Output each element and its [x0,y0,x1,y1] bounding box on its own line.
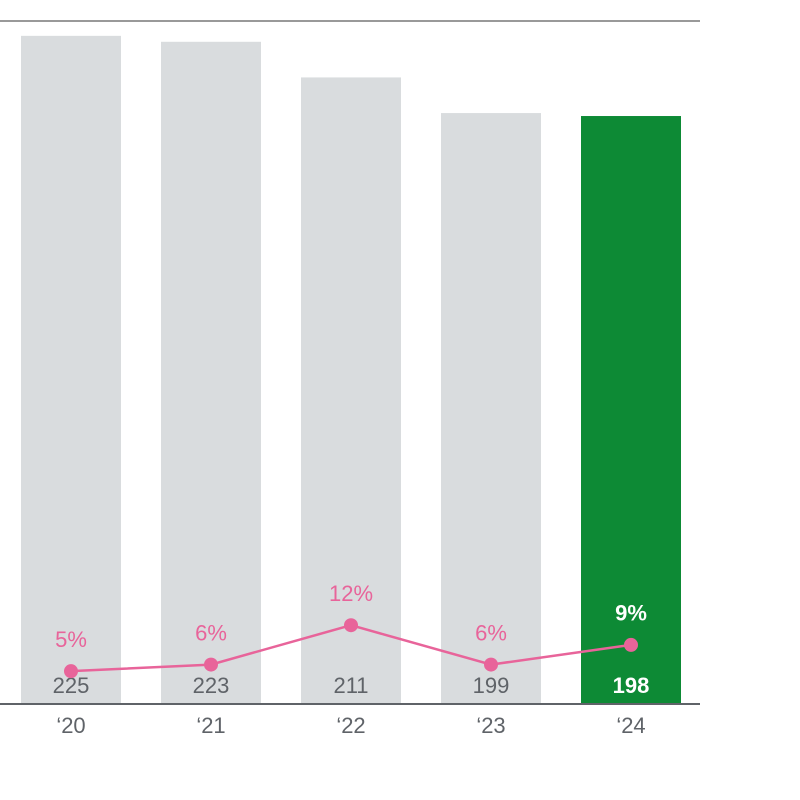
x-tick-label: ‘20 [56,713,85,738]
line-value-label: 5% [55,627,87,652]
x-tick-label: ‘22 [336,713,365,738]
line-value-label: 6% [475,620,507,645]
bar [441,113,541,704]
bar [581,116,681,705]
x-tick-label: ‘23 [476,713,505,738]
line-value-label: 9% [615,601,647,626]
bar [301,77,401,704]
line-value-label: 6% [195,620,227,645]
x-tick-label: ‘24 [616,713,645,738]
line-point [64,664,78,679]
x-tick-label: ‘21 [196,713,225,738]
bar-value-label: 199 [473,673,510,698]
line-point [204,657,218,672]
line-point [624,637,638,652]
bar-value-label: 211 [333,673,368,698]
bar [21,35,121,704]
line-point [484,657,498,672]
bar [161,41,261,704]
bar-value-label: 223 [193,673,230,698]
line-value-label: 12% [329,581,373,606]
bar-value-label: 198 [613,673,650,698]
line-point [344,618,358,633]
